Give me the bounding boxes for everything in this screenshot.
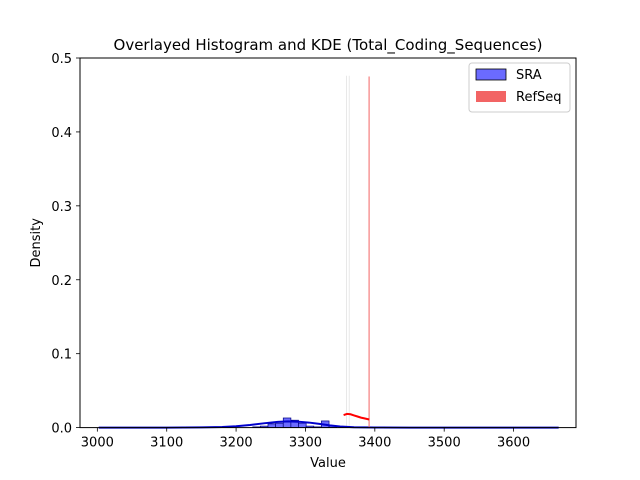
y-tick-label: 0.5 bbox=[51, 52, 72, 67]
sra-histogram-bar bbox=[298, 422, 307, 428]
y-axis-label: Density bbox=[29, 218, 44, 268]
y-axis: 0.0 0.1 0.2 0.3 0.4 0.5 bbox=[51, 52, 80, 437]
x-tick-label: 3400 bbox=[358, 436, 391, 451]
legend-label-sra: SRA bbox=[516, 68, 542, 83]
legend-swatch-sra bbox=[475, 68, 507, 81]
x-tick-label: 3500 bbox=[428, 436, 461, 451]
legend: SRA RefSeq bbox=[468, 62, 571, 113]
sra-histogram-bar bbox=[275, 422, 284, 428]
refseq-histogram-bar bbox=[368, 76, 370, 428]
legend-swatch-refseq bbox=[476, 91, 506, 102]
x-tick-label: 3600 bbox=[497, 436, 530, 451]
y-tick-label: 0.4 bbox=[51, 126, 72, 141]
y-tick-label: 0.2 bbox=[51, 274, 72, 289]
y-tick-label: 0.1 bbox=[51, 348, 72, 363]
x-tick-label: 3200 bbox=[220, 436, 253, 451]
y-tick-label: 0.3 bbox=[51, 200, 72, 215]
x-tick-label: 3300 bbox=[289, 436, 322, 451]
x-tick-label: 3000 bbox=[81, 436, 114, 451]
x-axis: 3000 3100 3200 3300 3400 3500 3600 bbox=[81, 427, 530, 451]
y-tick-label: 0.0 bbox=[51, 422, 72, 437]
chart-title: Overlayed Histogram and KDE (Total_Codin… bbox=[114, 36, 543, 55]
legend-label-refseq: RefSeq bbox=[516, 90, 562, 105]
refseq-kde-line bbox=[343, 412, 370, 421]
axes-frame bbox=[79, 57, 577, 429]
x-axis-label: Value bbox=[310, 456, 346, 471]
sra-histogram-bar bbox=[282, 417, 292, 428]
x-tick-label: 3100 bbox=[150, 436, 183, 451]
sra-histogram-bar bbox=[267, 423, 276, 428]
